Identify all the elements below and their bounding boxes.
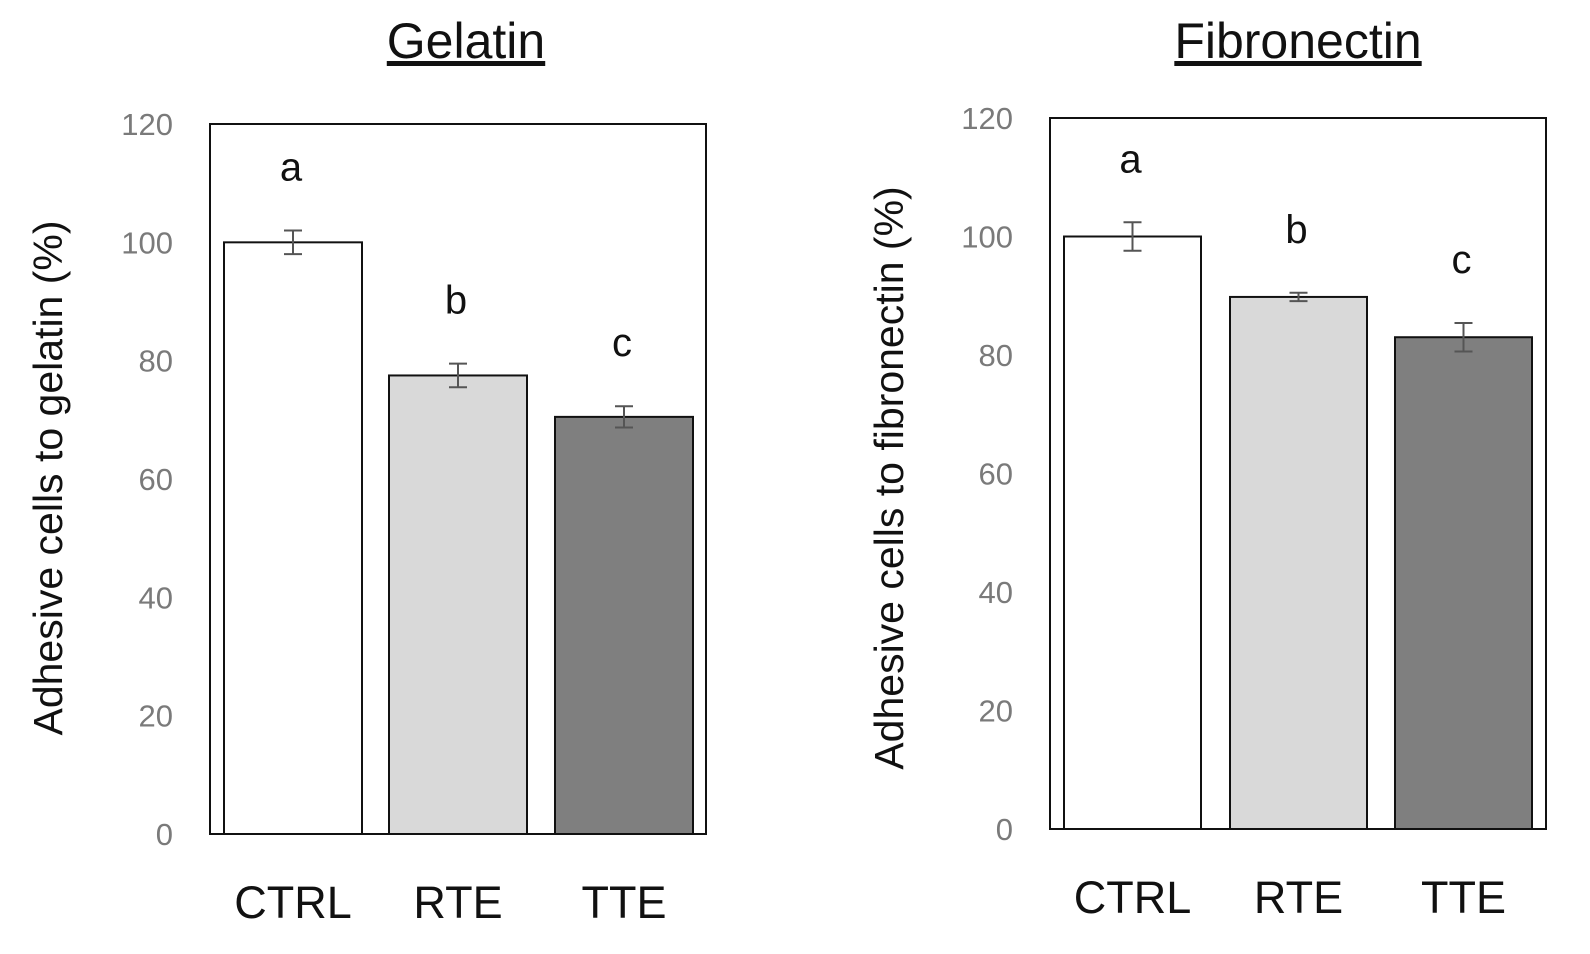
bar-rte [388, 374, 528, 835]
error-bar [284, 229, 302, 256]
y-axis-label: Adhesive cells to gelatin (%) [25, 220, 71, 735]
error-bar [1289, 291, 1308, 303]
chart-gelatin: Gelatin Adhesive cells to gelatin (%) 0 … [25, 13, 707, 928]
bars [1063, 221, 1533, 830]
bar-rte [1229, 295, 1368, 830]
y-tick-label: 60 [979, 457, 1013, 492]
x-tick-label: CTRL [1074, 872, 1192, 923]
significance-letter: b [1285, 208, 1307, 252]
error-bar [1123, 221, 1142, 252]
bar-tte [554, 415, 694, 835]
significance-letters: a b c [280, 146, 632, 366]
y-tick-label: 20 [979, 694, 1013, 729]
y-tick-label: 40 [139, 580, 173, 615]
error-bar [615, 405, 633, 429]
error-bar [449, 362, 467, 389]
y-tick-label: 80 [979, 338, 1013, 373]
y-tick-labels: 0 20 40 60 80 100 120 [961, 101, 1013, 847]
significance-letters: a b c [1119, 137, 1471, 282]
bar-ctrl [1063, 235, 1202, 830]
significance-letter: a [280, 146, 303, 190]
bar-ctrl [223, 241, 363, 836]
significance-letter: c [1452, 238, 1472, 282]
x-tick-label: CTRL [234, 877, 352, 928]
error-bar [1454, 322, 1473, 353]
y-tick-label: 40 [979, 575, 1013, 610]
bar-tte [1394, 336, 1533, 830]
x-tick-label: RTE [1254, 872, 1343, 923]
x-tick-label: TTE [1421, 872, 1506, 923]
y-tick-label: 120 [121, 107, 173, 142]
chart-title: Fibronectin [1174, 13, 1421, 69]
y-tick-label: 0 [996, 812, 1013, 847]
y-tick-label: 100 [121, 225, 173, 260]
significance-letter: c [612, 321, 632, 365]
y-axis-label: Adhesive cells to fibronectin (%) [866, 186, 912, 769]
y-tick-label: 60 [139, 462, 173, 497]
y-tick-label: 120 [961, 101, 1013, 136]
y-tick-label: 100 [961, 220, 1013, 255]
y-tick-label: 20 [139, 699, 173, 734]
y-tick-label: 80 [139, 344, 173, 379]
y-tick-labels: 0 20 40 60 80 100 120 [121, 107, 173, 852]
plot-frame [1049, 117, 1547, 830]
category-labels: CTRL RTE TTE [1074, 872, 1506, 923]
x-tick-label: TTE [582, 877, 667, 928]
significance-letter: a [1119, 137, 1142, 181]
y-tick-label: 0 [156, 817, 173, 852]
significance-letter: b [445, 279, 467, 323]
chart-title: Gelatin [387, 13, 545, 69]
chart-fibronectin: Fibronectin Adhesive cells to fibronecti… [866, 13, 1547, 923]
x-tick-label: RTE [413, 877, 502, 928]
bars [223, 229, 694, 836]
category-labels: CTRL RTE TTE [234, 877, 666, 928]
plot-frame [209, 123, 707, 835]
